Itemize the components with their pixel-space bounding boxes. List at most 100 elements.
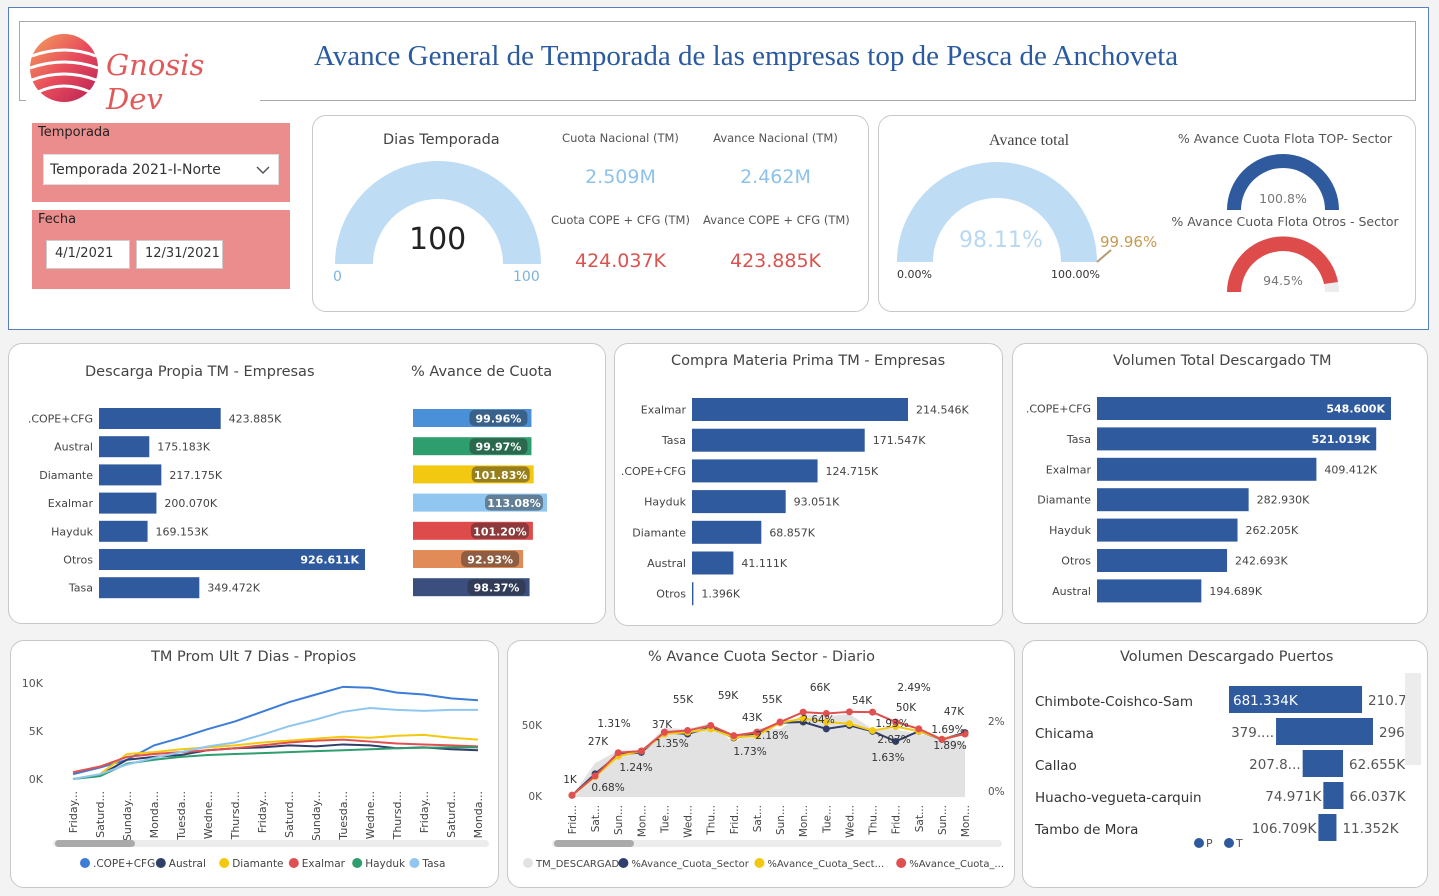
x-tick: Monda... xyxy=(148,791,161,838)
x-tick: Thu... xyxy=(706,805,718,836)
legend-dot xyxy=(896,858,907,868)
fecha-start-input[interactable]: 4/1/2021 xyxy=(46,240,130,269)
category-label: Otros xyxy=(656,588,686,601)
x-tick: Mon... xyxy=(960,805,972,837)
x-tick: Sun... xyxy=(937,805,949,835)
data-label: 175.183K xyxy=(157,441,210,454)
data-label: 0.68% xyxy=(591,782,624,794)
x-tick: Thursd... xyxy=(391,791,404,840)
data-label: 242.693K xyxy=(1235,555,1288,568)
series-line xyxy=(72,706,478,780)
category-label: Otros xyxy=(1061,555,1091,568)
x-tick: Sat... xyxy=(752,805,764,832)
bar-t xyxy=(1335,686,1363,713)
fecha-end-input[interactable]: 12/31/2021 xyxy=(136,240,223,269)
legend-dot xyxy=(1194,838,1204,848)
legend-label: %Avance_Cuota_Sect... xyxy=(767,859,884,870)
bar xyxy=(1097,427,1377,451)
data-label: 47K xyxy=(944,706,965,718)
data-label: 214.546K xyxy=(916,404,969,417)
avance-label: 101.20% xyxy=(473,525,526,538)
port-label: Tambo de Mora xyxy=(1034,822,1138,838)
avance-bar xyxy=(413,437,532,456)
legend-dot xyxy=(288,858,299,868)
page-title: Avance General de Temporada de las empre… xyxy=(314,40,1179,72)
legend-label: T xyxy=(1235,837,1243,850)
compra-mp-card: Compra Materia Prima TM - Empresas Exalm… xyxy=(614,343,1003,626)
series-line xyxy=(72,733,479,780)
x-tick: Wedne... xyxy=(364,791,377,839)
bar xyxy=(99,520,148,542)
data-label: 194.689K xyxy=(1209,585,1262,598)
series-point xyxy=(660,728,668,736)
x-tick: Friday... xyxy=(256,791,269,833)
compra-mp-title: Compra Materia Prima TM - Empresas xyxy=(671,353,946,369)
series-point xyxy=(614,749,622,757)
category-label: Hayduk xyxy=(1049,524,1091,537)
legend-label: Exalmar xyxy=(302,858,346,870)
category-label: Diamante xyxy=(632,526,686,539)
category-label: Exalmar xyxy=(641,404,687,417)
bar xyxy=(99,464,162,486)
legend-dot xyxy=(219,858,230,868)
data-label: 27K xyxy=(588,736,609,748)
series-point xyxy=(822,710,830,718)
bar-t xyxy=(1335,782,1344,809)
avance-bar xyxy=(413,493,547,512)
x-tick: Sun... xyxy=(775,805,787,835)
kpi-card-avance: Avance total 98.11% 99.96% 0.00% 100.00%… xyxy=(878,115,1416,312)
series-line xyxy=(72,738,479,774)
avance-label: 113.08% xyxy=(487,497,540,510)
avance-total-value: 98.11% xyxy=(959,228,1043,253)
legend-label: Tasa xyxy=(421,858,445,870)
x-tick: Mon... xyxy=(636,805,648,837)
avance-label-bg xyxy=(471,466,530,483)
scrollbar-track xyxy=(53,840,489,847)
category-label: Otros xyxy=(63,554,93,567)
data-label: 37K xyxy=(652,719,673,731)
series-point xyxy=(753,728,761,736)
x-tick: Friday... xyxy=(418,791,431,833)
series-point xyxy=(869,727,877,735)
avance-total-gauge xyxy=(897,162,1112,263)
y-tick: 0K xyxy=(29,773,44,786)
bar-t xyxy=(1335,750,1344,777)
temporada-dropdown[interactable]: Temporada 2021-I-Norte xyxy=(43,154,279,185)
x-tick: Sunday... xyxy=(310,791,323,841)
legend-dot xyxy=(618,858,629,868)
otros-gauge xyxy=(1227,236,1339,292)
t-label: 62.655K xyxy=(1349,757,1406,773)
avance-label: 92.93% xyxy=(467,554,513,567)
p-label: 379.... xyxy=(1231,725,1274,741)
x-tick: Wed... xyxy=(844,805,856,838)
scrollbar-thumb xyxy=(554,840,634,847)
cuota-nacional-label: Cuota Nacional (TM) xyxy=(562,131,679,145)
cuota-cope-label: Cuota COPE + CFG (TM) xyxy=(551,213,690,227)
otros-value: 94.5% xyxy=(1263,273,1303,288)
data-label: 282.930K xyxy=(1257,494,1310,507)
bar xyxy=(1097,518,1238,542)
category-label: Exalmar xyxy=(1046,463,1092,476)
p-label: 74.971K xyxy=(1265,789,1322,805)
series-point xyxy=(637,747,645,755)
avance-total-title: Avance total xyxy=(989,132,1070,149)
temporada-label: Temporada xyxy=(38,125,111,140)
chevron-down-icon xyxy=(256,166,270,175)
logo: Gnosis Dev xyxy=(26,30,260,116)
category-label: .COPE+CFG xyxy=(1026,403,1091,416)
legend-dot xyxy=(754,858,765,868)
dias-value: 100 xyxy=(409,222,467,257)
scrollbar-thumb xyxy=(55,840,135,847)
data-label: 548.600K xyxy=(1326,403,1385,416)
data-label: 68.857K xyxy=(769,526,815,539)
port-label: Callao xyxy=(1035,758,1077,774)
legend-label: %Avance_Cuota_Sector xyxy=(631,859,749,870)
data-label: 54K xyxy=(852,695,873,707)
bar-p xyxy=(1229,686,1335,713)
category-label: Hayduk xyxy=(644,496,686,509)
y-tick: 10K xyxy=(22,677,44,690)
legend-dot xyxy=(80,858,90,868)
puertos-title: Volumen Descargado Puertos xyxy=(1120,649,1334,665)
bar xyxy=(692,582,694,606)
x-tick: Thu... xyxy=(868,805,880,836)
